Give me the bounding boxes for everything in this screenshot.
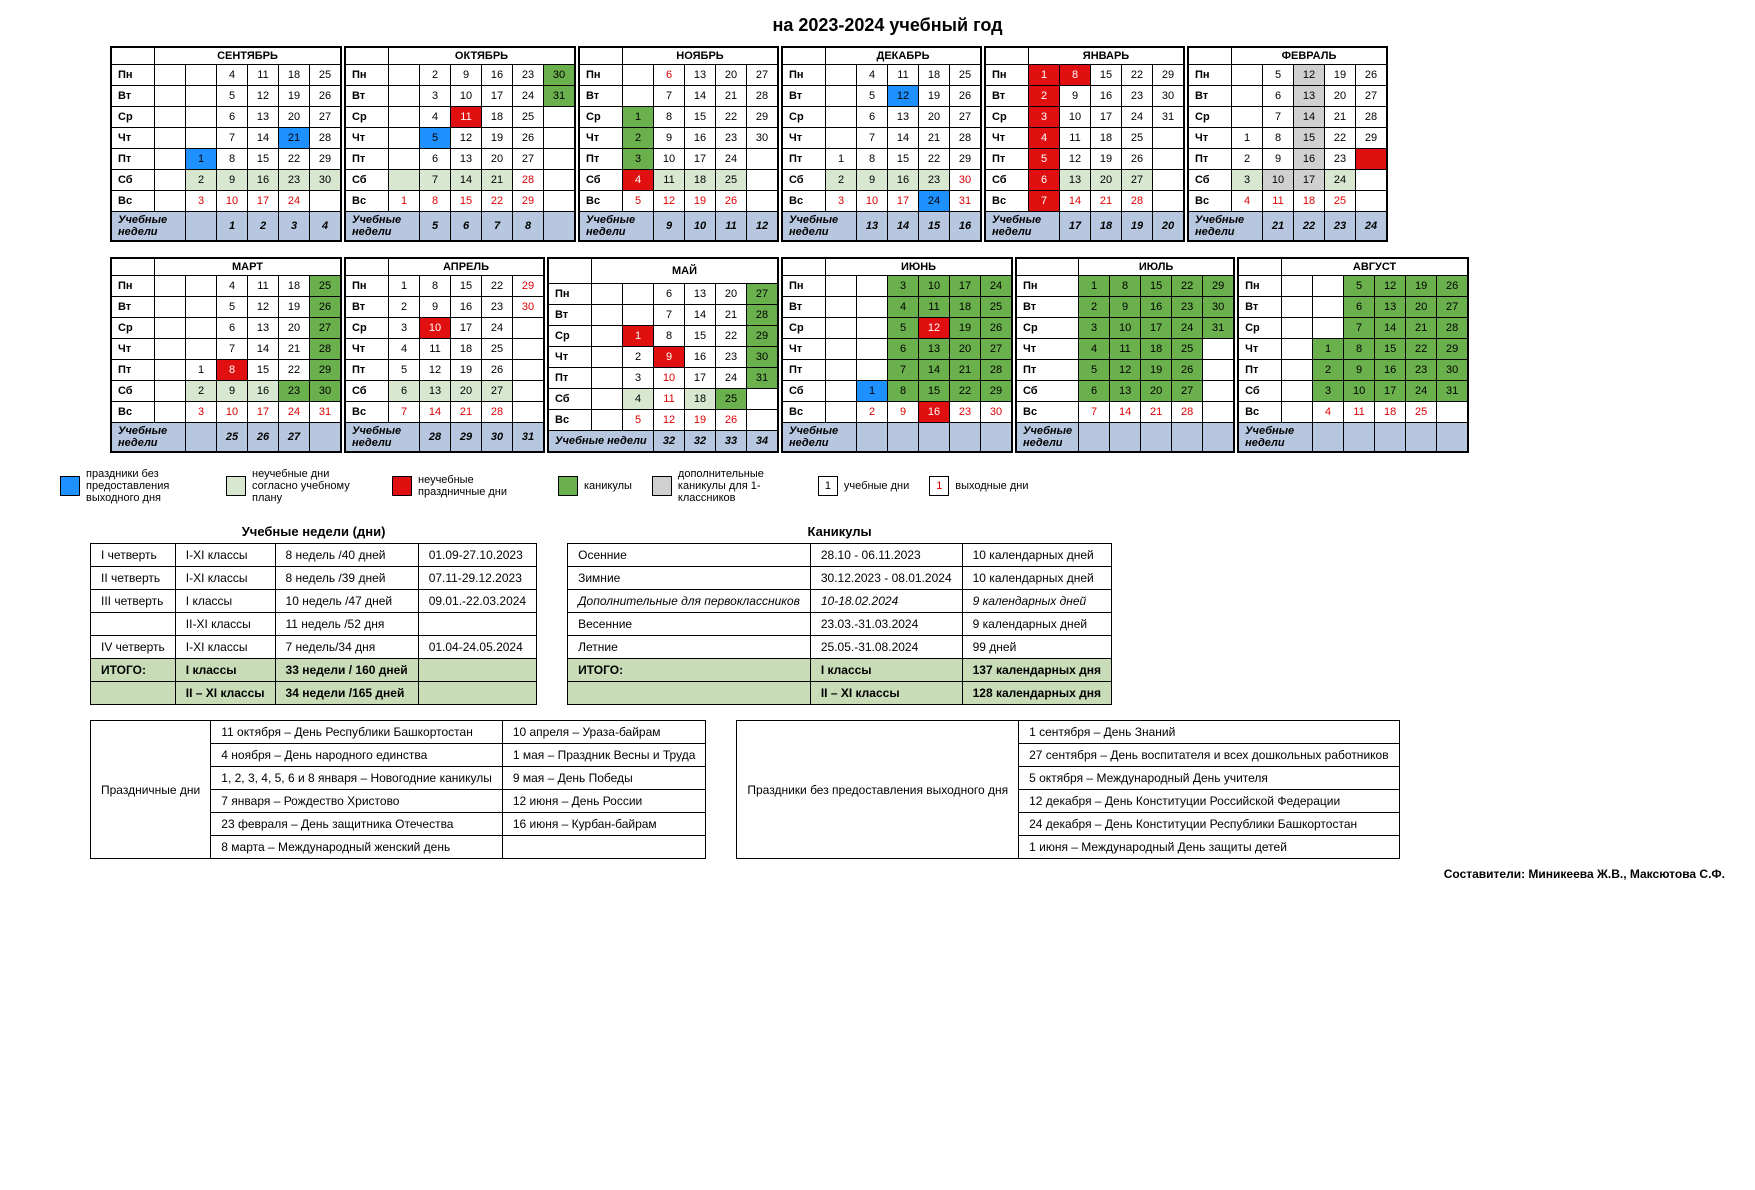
footer: Составители: Миникеева Ж.В., Максютова С…	[10, 867, 1725, 881]
calendar-sem1: СЕНТЯБРЬПн4111825Вт5121926Ср6132027Чт714…	[110, 46, 1755, 242]
weeks-table: I четвертьI-XI классы8 недель /40 дней01…	[90, 543, 537, 705]
weeks-title: Учебные недели (дни)	[90, 524, 537, 539]
legend: праздники без предоставления выходного д…	[60, 468, 1755, 504]
page-title: на 2023-2024 учебный год	[10, 15, 1755, 36]
vacation-title: Каникулы	[567, 524, 1112, 539]
holidays-table-1: Праздничные дни11 октября – День Республ…	[90, 720, 706, 859]
holidays-table-2: Праздники без предоставления выходного д…	[736, 720, 1399, 859]
vacation-table: Осенние28.10 - 06.11.202310 календарных …	[567, 543, 1112, 705]
calendar-sem2: МАРТПн4111825Вт5121926Ср6132027Чт7142128…	[110, 257, 1755, 453]
